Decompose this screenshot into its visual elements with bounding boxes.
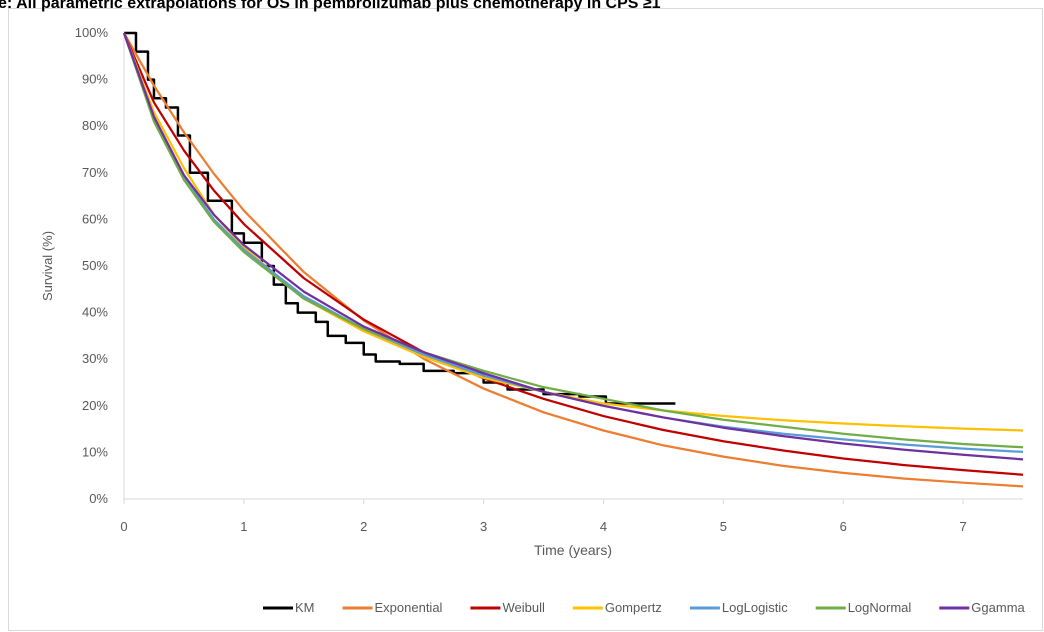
- chart-border: [8, 8, 1043, 631]
- series-line: [122, 32, 1024, 432]
- chart-title: e: All parametric extrapolations for OS …: [0, 0, 661, 12]
- legend-label: Gompertz: [605, 600, 662, 615]
- legend-label: Weibull: [502, 600, 545, 615]
- y-tick-label: 100%: [75, 25, 109, 40]
- legend-label: LogLogistic: [722, 600, 788, 615]
- x-tick-label: 7: [959, 519, 966, 534]
- y-tick-label: 90%: [82, 72, 108, 87]
- x-tick-label: 3: [480, 519, 487, 534]
- x-axis-label: Time (years): [534, 542, 612, 558]
- y-tick-label: 0%: [89, 491, 108, 506]
- y-tick-label: 10%: [82, 444, 108, 459]
- y-tick-label: 80%: [82, 118, 108, 133]
- legend-label: Ggamma: [971, 600, 1025, 615]
- legend-label: LogNormal: [848, 600, 912, 615]
- y-tick-label: 40%: [82, 305, 108, 320]
- y-tick-label: 50%: [82, 258, 108, 273]
- y-tick-label: 60%: [82, 211, 108, 226]
- series-line: [122, 32, 1024, 476]
- legend-label: Exponential: [375, 600, 443, 615]
- x-tick-label: 4: [600, 519, 607, 534]
- series-line: [123, 32, 1024, 488]
- y-axis-label: Survival (%): [40, 231, 55, 301]
- series-line: [122, 32, 1024, 461]
- y-tick-label: 20%: [82, 398, 108, 413]
- legend-label: KM: [295, 600, 315, 615]
- y-tick-label: 70%: [82, 165, 108, 180]
- x-tick-label: 2: [360, 519, 367, 534]
- x-tick-label: 0: [120, 519, 127, 534]
- series-line: [122, 32, 1024, 449]
- y-tick-label: 30%: [82, 351, 108, 366]
- x-tick-label: 1: [240, 519, 247, 534]
- x-tick-label: 6: [840, 519, 847, 534]
- x-tick-label: 5: [720, 519, 727, 534]
- series-line: [124, 31, 676, 405]
